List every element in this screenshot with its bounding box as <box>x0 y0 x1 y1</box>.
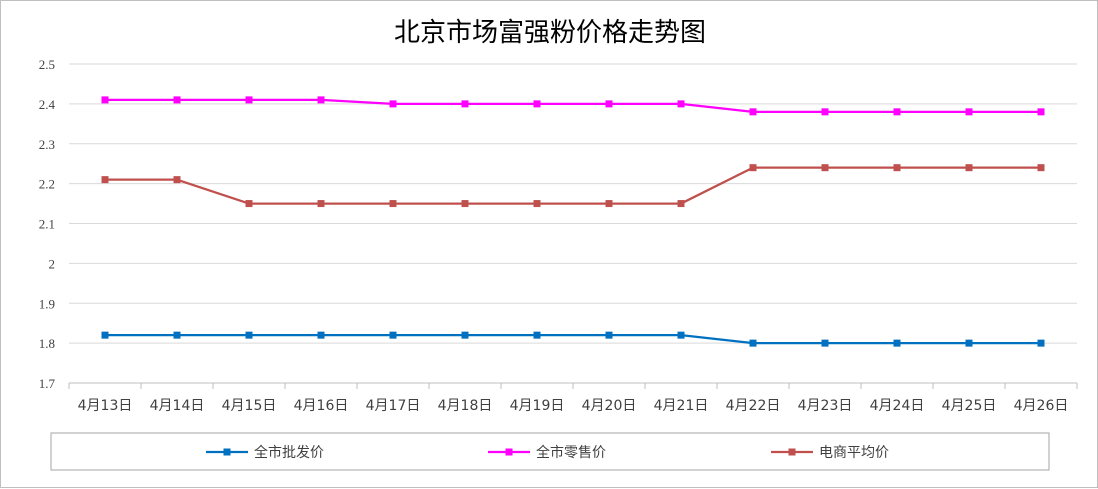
data-point-marker <box>605 331 613 339</box>
data-point-marker <box>101 96 109 104</box>
y-tick-label: 2.1 <box>39 217 55 232</box>
data-point-marker <box>1037 108 1045 116</box>
data-point-marker <box>317 200 325 208</box>
series-lines <box>101 96 1045 347</box>
data-point-marker <box>965 108 973 116</box>
data-point-marker <box>893 164 901 172</box>
legend-marker <box>788 448 796 456</box>
y-tick-label: 1.8 <box>39 336 55 351</box>
y-tick-label: 2 <box>49 256 56 271</box>
y-tick-label: 1.9 <box>39 296 55 311</box>
data-point-marker <box>101 176 109 184</box>
data-point-marker <box>533 331 541 339</box>
data-point-marker <box>461 331 469 339</box>
data-point-marker <box>893 339 901 347</box>
data-point-marker <box>461 200 469 208</box>
legend-label: 电商平均价 <box>819 445 889 461</box>
data-point-marker <box>389 331 397 339</box>
data-point-marker <box>533 100 541 108</box>
data-point-marker <box>173 176 181 184</box>
data-point-marker <box>677 200 685 208</box>
data-point-marker <box>245 200 253 208</box>
x-tick-label: 4月22日 <box>726 398 781 414</box>
data-point-marker <box>749 164 757 172</box>
chart-title: 北京市场富强粉价格走势图 <box>394 18 706 48</box>
x-tick-label: 4月20日 <box>582 398 637 414</box>
data-point-marker <box>965 164 973 172</box>
data-point-marker <box>1037 339 1045 347</box>
axes: 1.7 1.8 1.9 2 2.1 2.2 2.3 2.4 2.5 4月13日 4月14日 4月15日… <box>39 57 1078 414</box>
data-point-marker <box>245 96 253 104</box>
grid-lines <box>69 63 1077 344</box>
x-tick-label: 4月25日 <box>942 398 997 414</box>
x-tick-label: 4月18日 <box>438 398 493 414</box>
data-point-marker <box>965 339 973 347</box>
x-tick-label: 4月16日 <box>294 398 349 414</box>
y-tick-label: 2.4 <box>39 97 56 112</box>
x-tick-label: 4月13日 <box>78 398 133 414</box>
series-line <box>105 166 1041 205</box>
data-point-marker <box>677 100 685 108</box>
data-point-marker <box>605 200 613 208</box>
x-tick-label: 4月24日 <box>870 398 925 414</box>
data-point-marker <box>389 200 397 208</box>
legend-label: 全市零售价 <box>536 444 606 461</box>
x-tick-label: 4月21日 <box>654 398 709 414</box>
data-point-marker <box>749 339 757 347</box>
data-point-marker <box>245 331 253 339</box>
data-point-marker <box>1037 164 1045 172</box>
data-point-marker <box>461 100 469 108</box>
x-tick-label: 4月17日 <box>366 398 421 414</box>
y-tick-label: 1.7 <box>39 376 56 391</box>
data-point-marker <box>173 96 181 104</box>
y-tick-label: 2.5 <box>39 57 55 72</box>
data-point-marker <box>533 200 541 208</box>
legend-label: 全市批发价 <box>254 444 324 461</box>
series-line <box>105 334 1041 345</box>
x-tick-label: 4月15日 <box>222 398 277 414</box>
legend: 全市批发价 全市零售价 电商平均价 <box>50 432 1050 471</box>
data-point-marker <box>821 108 829 116</box>
x-tick-label: 4月19日 <box>510 398 565 414</box>
data-point-marker <box>749 108 757 116</box>
data-point-marker <box>677 331 685 339</box>
x-tick-label: 4月23日 <box>798 398 853 414</box>
data-point-marker <box>317 331 325 339</box>
legend-marker <box>505 448 513 456</box>
x-tick-label: 4月26日 <box>1014 398 1069 414</box>
legend-marker <box>223 448 231 456</box>
data-point-marker <box>389 100 397 108</box>
x-tick-label: 4月14日 <box>150 398 205 414</box>
data-point-marker <box>821 339 829 347</box>
data-point-marker <box>173 331 181 339</box>
data-point-marker <box>893 108 901 116</box>
data-point-marker <box>605 100 613 108</box>
data-point-marker <box>101 331 109 339</box>
y-tick-label: 2.3 <box>39 137 55 152</box>
series-line <box>105 98 1041 113</box>
data-point-marker <box>317 96 325 104</box>
y-tick-label: 2.2 <box>39 177 55 192</box>
data-point-marker <box>821 164 829 172</box>
